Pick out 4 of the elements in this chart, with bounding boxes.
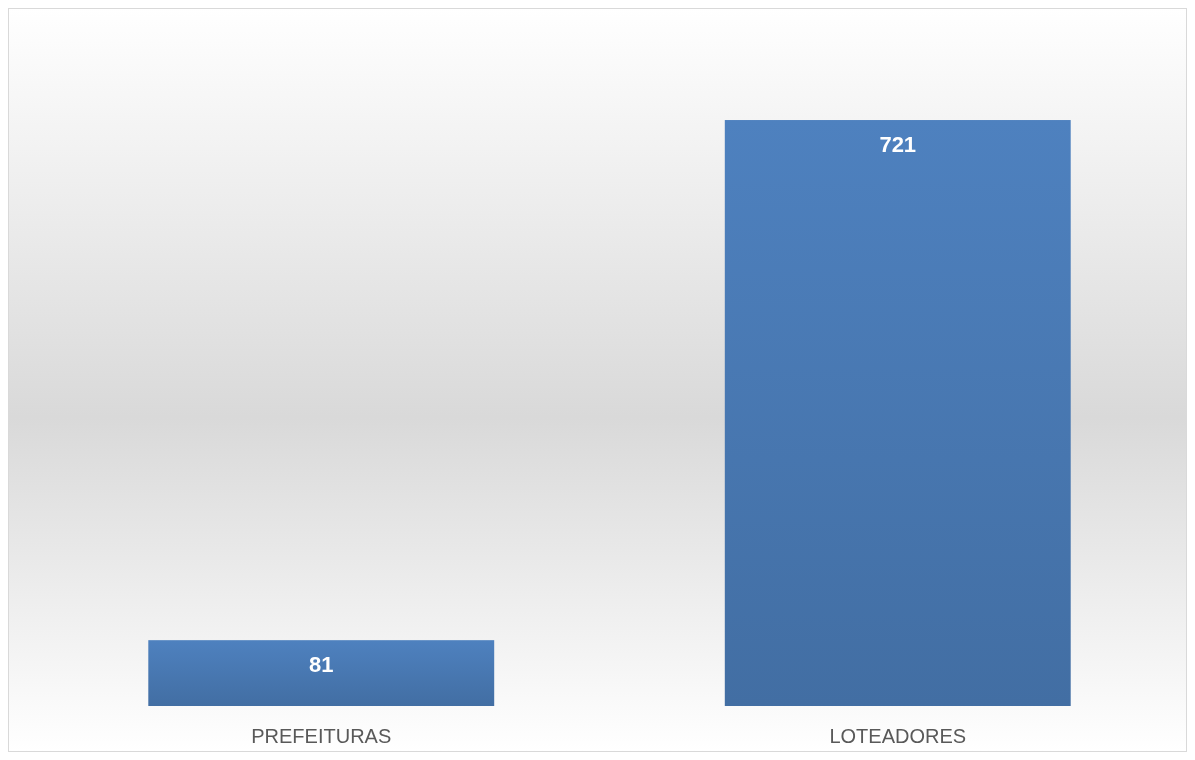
x-tick-label: PREFEITURAS (251, 725, 392, 747)
data-label: 721 (879, 132, 917, 158)
data-label: 81 (309, 652, 334, 678)
x-tick-label: LOTEADORES (829, 725, 967, 747)
